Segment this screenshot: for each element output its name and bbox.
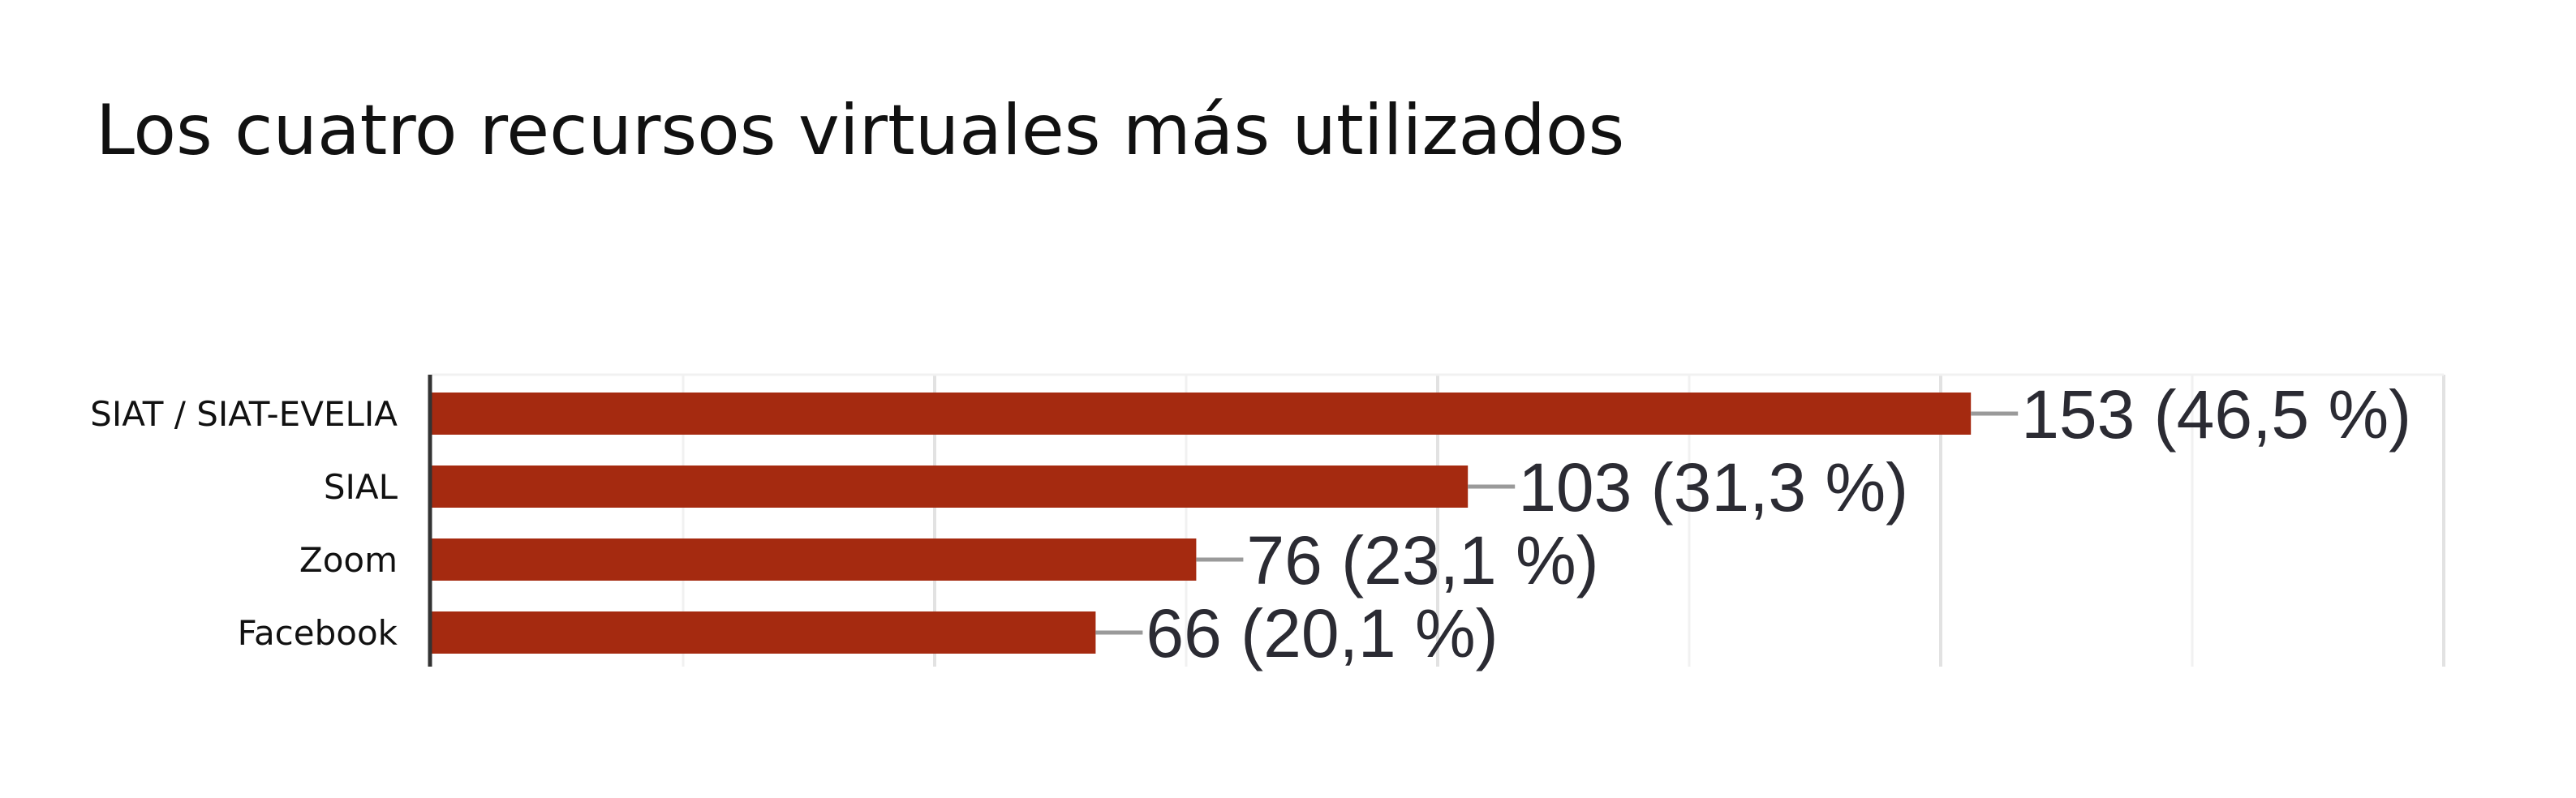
value-label: 153 (46,5 %) (2021, 376, 2411, 453)
bar (432, 611, 1096, 654)
bar (432, 538, 1197, 581)
leader-lines (1095, 411, 2019, 635)
value-label: 103 (31,3 %) (1518, 449, 1908, 526)
bar (432, 393, 1972, 435)
value-labels: 153 (46,5 %) 103 (31,3 %)76 (23,1 %)66 (2… (1146, 376, 2411, 671)
value-label: 66 (20,1 %) (1146, 595, 1498, 671)
bar (432, 466, 1469, 508)
category-labels: SIAT / SIAT-EVELIA SIAL Zoom Facebook (90, 394, 398, 653)
category-label: SIAL (324, 467, 398, 507)
bars (432, 393, 1972, 654)
category-label: SIAT / SIAT-EVELIA (90, 394, 398, 434)
value-label: 76 (23,1 %) (1246, 522, 1598, 598)
chart-title: Los cuatro recursos virtuales más utiliz… (96, 90, 1625, 171)
category-label: Facebook (238, 613, 398, 653)
category-label: Zoom (299, 540, 398, 580)
